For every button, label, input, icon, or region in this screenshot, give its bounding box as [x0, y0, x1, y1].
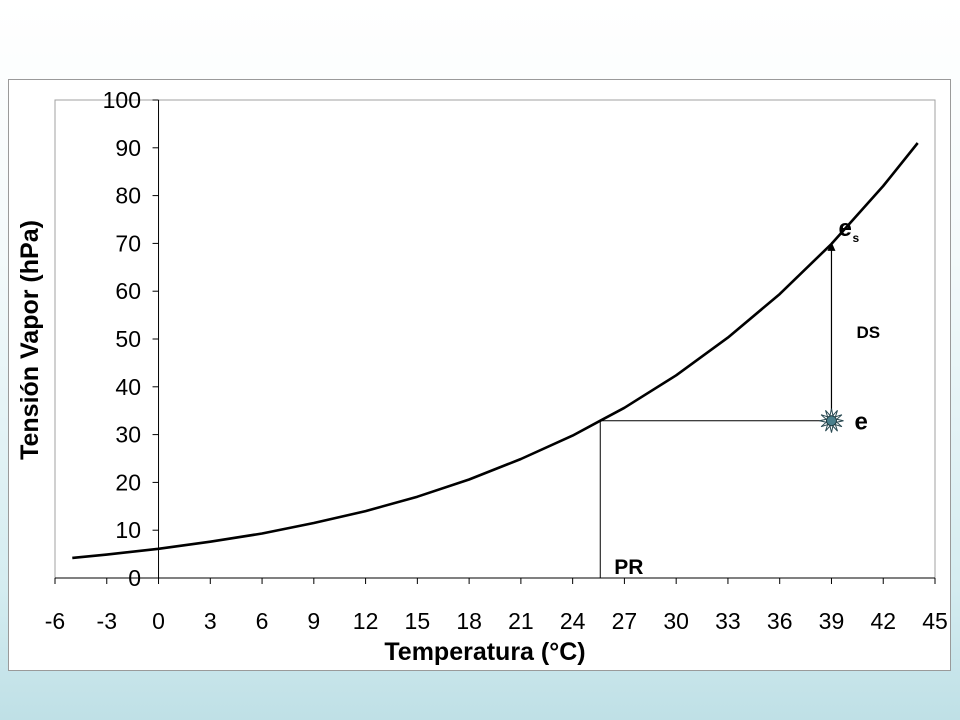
e-label: e [854, 409, 867, 436]
y-tick-label: 10 [115, 517, 141, 543]
x-tick-label: 21 [508, 608, 534, 634]
x-tick-label: 24 [560, 608, 586, 634]
x-tick-label: -3 [97, 608, 117, 634]
y-tick-label: 20 [115, 469, 141, 495]
x-tick-label: 9 [307, 608, 320, 634]
e-point-marker [825, 415, 837, 427]
y-tick-label: 0 [128, 565, 141, 591]
ds-label: DS [856, 323, 880, 342]
plot-area-border [54, 99, 936, 579]
y-tick-label: 50 [115, 326, 141, 352]
x-tick-label: 36 [767, 608, 793, 634]
y-tick-label: 100 [103, 87, 141, 113]
y-axis-title: Tensión Vapor (hPa) [16, 220, 44, 460]
vapor-pressure-curve [72, 142, 919, 560]
x-tick-label: 42 [870, 608, 896, 634]
x-tick-label: 39 [819, 608, 845, 634]
y-tick-label: 70 [115, 230, 141, 256]
x-tick-label: 3 [204, 608, 217, 634]
x-tick-label: 33 [715, 608, 741, 634]
x-tick-label: 12 [353, 608, 379, 634]
curve-layer [72, 142, 919, 560]
es-subscript: s [852, 231, 859, 245]
es-label: e [838, 215, 851, 242]
x-tick-label: 0 [152, 608, 165, 634]
x-tick-label: 15 [405, 608, 431, 634]
x-tick-label: 6 [256, 608, 269, 634]
x-tick-label: 18 [456, 608, 482, 634]
y-tick-label: 30 [115, 422, 141, 448]
chart-frame [8, 79, 951, 671]
y-tick-label: 60 [115, 278, 141, 304]
x-axis-title: Temperatura (°C) [384, 638, 585, 666]
es-arrowhead [827, 241, 836, 251]
x-tick-label: 45 [922, 608, 948, 634]
x-tick-label: -6 [45, 608, 65, 634]
x-tick-label: 27 [612, 608, 638, 634]
y-tick-label: 40 [115, 374, 141, 400]
pr-label: PR [614, 556, 643, 579]
x-tick-label: 30 [663, 608, 689, 634]
y-tick-label: 90 [115, 135, 141, 161]
y-tick-label: 80 [115, 183, 141, 209]
